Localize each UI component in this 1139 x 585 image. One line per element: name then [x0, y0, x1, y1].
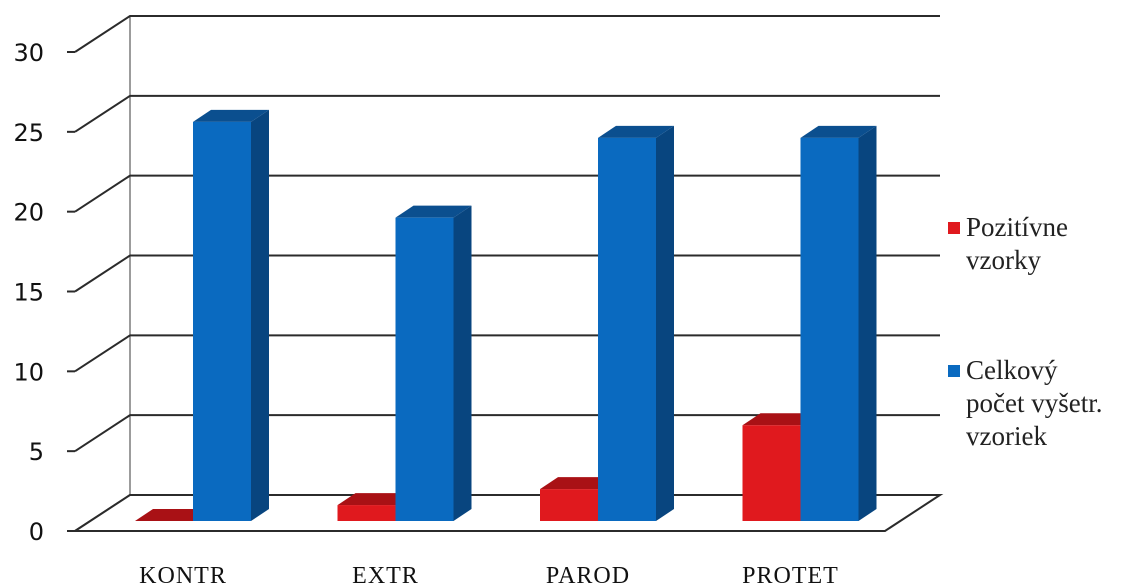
y-tick-label: 10	[13, 358, 44, 386]
bar-top	[800, 125, 877, 138]
legend-label: počet vyšetr.	[966, 388, 1102, 418]
bars	[135, 109, 877, 522]
y-tick-label: 20	[13, 199, 44, 227]
bar	[800, 137, 859, 522]
y-tick-label: 30	[13, 39, 44, 67]
bar-top	[395, 205, 472, 218]
bar-top	[742, 413, 819, 426]
legend-label: Pozitívne	[966, 212, 1068, 242]
bar-top	[598, 125, 674, 138]
chart-floor	[71, 494, 944, 532]
bar-side	[453, 205, 472, 521]
bar-top	[540, 477, 616, 490]
gridline	[74, 15, 940, 53]
y-tick-label: 0	[29, 518, 44, 546]
bar-top	[337, 493, 414, 506]
gridlines	[74, 15, 940, 453]
x-tick-label: PROTET	[742, 563, 839, 585]
x-axis-ticks: KONTR EXTR PAROD PROTET	[139, 563, 839, 585]
y-tick-label: 15	[13, 279, 44, 307]
bar-top	[135, 509, 211, 522]
bar	[598, 137, 656, 522]
y-axis-ticks: 0 5 10 15 20 25 30	[13, 39, 75, 546]
y-tick-label: 5	[29, 438, 44, 466]
x-tick-label: KONTR	[139, 563, 227, 585]
legend-label: vzorky	[966, 245, 1041, 275]
x-tick-label: PAROD	[546, 563, 630, 585]
legend-label: vzoriek	[966, 421, 1047, 451]
bar-side	[656, 125, 674, 521]
bar-side	[858, 125, 877, 521]
bar	[337, 505, 396, 521]
bar	[540, 489, 598, 521]
y-tick-label: 25	[13, 119, 44, 147]
bar-top	[193, 109, 269, 122]
bar-side	[251, 109, 269, 521]
x-tick-label: EXTR	[352, 563, 419, 585]
bar	[395, 217, 454, 521]
legend-swatch	[948, 222, 960, 234]
bar	[193, 121, 251, 521]
legend-swatch	[948, 365, 960, 377]
gridline	[74, 94, 940, 133]
floor-plane	[71, 494, 944, 532]
legend-label: Celkový	[966, 355, 1058, 385]
bar	[742, 425, 801, 521]
